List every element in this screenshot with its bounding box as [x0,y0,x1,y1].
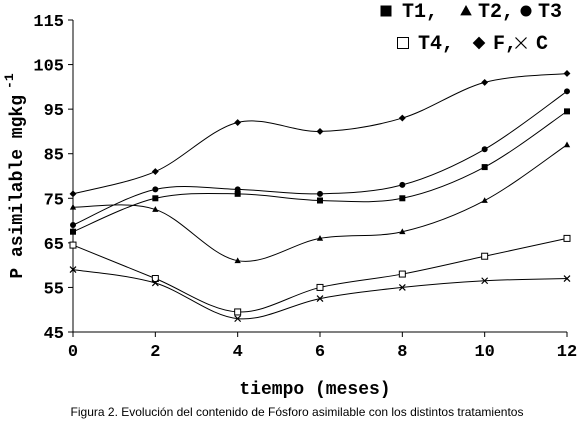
legend-item: T4, [397,33,454,56]
series-layer [69,70,571,323]
data-point-t4 [316,283,324,291]
legend: T1, T2, T3 T4, F, C [380,1,562,56]
legend-marker [460,4,472,16]
x-tick-label: 6 [315,343,325,362]
data-point-t3 [70,222,76,229]
data-point-t1 [234,190,241,197]
legend-marker [515,37,527,49]
data-point-t2 [234,257,241,264]
data-point-t2 [563,141,571,148]
legend-item: T2, [460,1,514,24]
y-tick-label: 75 [44,191,64,210]
data-point-t2 [399,228,406,235]
y-tick-label: 115 [33,13,64,32]
data-point-t3 [564,88,570,95]
legend-label: C [536,33,548,56]
data-point-t2 [152,206,159,212]
data-point-t4 [234,308,242,316]
data-point-t4 [398,270,406,278]
legend-label: T3 [538,1,562,24]
data-point-f [563,70,571,77]
data-point-f [151,168,159,175]
legend-label: T2, [478,1,514,24]
data-point-f [481,78,489,86]
y-tick-label: 105 [33,58,64,77]
data-point-c [563,275,571,282]
y-tick-label: 45 [44,325,64,344]
data-point-c [316,295,324,302]
data-point-t1 [70,228,76,235]
x-tick-label: 0 [68,343,78,362]
series-t2 [69,141,571,264]
x-tick-label: 12 [557,343,577,362]
data-point-t3 [481,146,488,153]
legend-label: T4, [418,33,454,56]
data-point-t1 [399,195,406,202]
data-point-t2 [316,235,324,241]
data-point-t1 [152,195,159,202]
data-point-t4 [481,252,489,260]
data-point-t1 [317,197,323,204]
data-point-t2 [481,197,488,203]
y-tick-label: 65 [44,236,64,255]
data-point-t1 [564,108,570,115]
y-axis-title: P asimilable mgkg -1 [2,73,28,278]
data-point-f [69,190,77,198]
legend-label: F, [493,33,517,56]
series-line-c [72,269,568,320]
x-tick-label: 10 [474,343,494,362]
y-axis-ticks: 45 55 65 75 85 95 105 115 [33,13,73,344]
legend-marker [520,5,532,17]
data-point-c [151,279,159,287]
series-t1 [70,108,570,235]
data-point-f [316,127,324,135]
x-tick-label: 2 [150,343,160,362]
y-tick-label: 95 [44,102,64,121]
series-t4 [69,234,571,316]
data-point-c [69,266,77,274]
x-tick-label: 8 [397,343,407,362]
data-point-c [234,315,242,323]
legend-marker [397,37,409,49]
data-point-c [398,284,406,291]
data-point-f [234,119,242,126]
legend-item: T1, [380,1,438,24]
data-point-t3 [317,190,323,197]
data-point-t3 [152,186,159,193]
x-tick-label: 4 [233,343,243,362]
y-axis-title-superscript: -1 [2,73,17,89]
data-point-t3 [234,186,241,193]
legend-marker [472,36,486,50]
data-point-t2 [69,203,77,210]
series-t3 [70,88,570,229]
x-axis-title: tiempo (meses) [239,380,390,400]
legend-marker [380,5,392,17]
series-c [69,266,571,323]
data-point-t4 [69,241,77,249]
data-point-t4 [151,275,159,283]
series-line-t3 [72,90,568,226]
legend-item: T3 [520,1,562,24]
legend-item: F, [472,33,517,56]
data-point-t3 [399,181,406,188]
y-tick-label: 55 [44,280,64,299]
figure-caption: Figura 2. Evolución del contenido de Fós… [71,405,524,419]
legend-item: C [515,33,548,56]
data-point-t1 [481,164,488,171]
x-axis-ticks: 0 2 4 6 8 10 12 [68,332,577,362]
legend-label: T1, [402,1,438,24]
data-point-c [481,277,489,285]
series-line-t4 [72,237,568,313]
data-point-f [398,114,406,122]
data-point-t4 [563,234,571,242]
y-tick-label: 85 [44,147,64,166]
y-axis-title-main: P asimilable mgkg [8,95,28,279]
series-f [69,70,571,198]
